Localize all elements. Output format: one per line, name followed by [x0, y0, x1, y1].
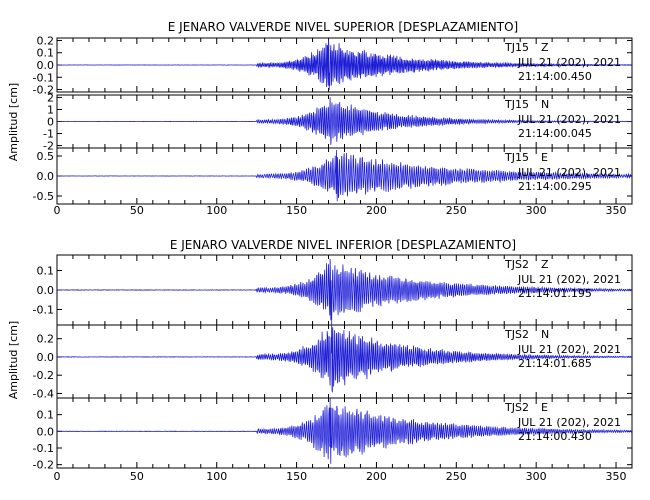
trace-date: JUL 21 (202), 2021 [517, 56, 621, 69]
y-tick-label: 0.5 [37, 150, 55, 163]
x-tick-label: 300 [526, 204, 547, 217]
seismic-trace-line [57, 149, 633, 202]
trace-time: 21:14:01.685 [518, 357, 592, 370]
x-tick-label: 0 [54, 204, 61, 217]
y-tick-label: 0 [47, 116, 54, 129]
seismic-trace-line [57, 97, 633, 145]
x-tick-label: 350 [606, 470, 627, 483]
station-code: TJS2 [504, 258, 529, 271]
component-code: E [541, 151, 548, 164]
component-code: N [541, 98, 549, 111]
x-tick-label: 50 [130, 204, 144, 217]
y-tick-label: 2 [47, 91, 54, 104]
y-tick-label: 0.1 [37, 409, 55, 422]
station-code: TJ15 [504, 151, 529, 164]
y-tick-label: -0.4 [33, 387, 54, 400]
seismic-trace-line [56, 258, 633, 321]
y-tick-label: 1 [47, 103, 54, 116]
x-tick-label: 250 [446, 204, 467, 217]
y-axis-label: Amplitud [cm] [7, 83, 20, 161]
x-tick-label: 100 [206, 470, 227, 483]
trace-panel: 210-1-2 TJ15 N JUL 21 (202), 202121:14:00.0… [43, 91, 633, 153]
trace-station-label: TJS2 N [504, 328, 549, 341]
y-tick-label: 0.0 [37, 351, 55, 364]
x-tick-label: 200 [366, 470, 387, 483]
y-tick-label: 0.2 [37, 333, 55, 346]
trace-panel: 0.2 0.0 -0.2 -0.4 TJS2 N JUL 21 (202), 202121:… [33, 320, 633, 400]
y-tick-label: -0.5 [33, 190, 54, 203]
trace-station-label: TJS2 Z [504, 258, 549, 271]
station-code: TJ15 [504, 41, 529, 54]
y-tick-label: 0.1 [37, 47, 55, 60]
lower-level-panel-group: E JENARO VALVERDE NIVEL INFERIOR [DESPLA… [7, 238, 633, 483]
y-tick-label: -1 [43, 128, 54, 141]
trace-station-label: TJ15 Z [504, 41, 549, 54]
x-tick-label: 350 [606, 204, 627, 217]
trace-station-label: TJ15 E [504, 151, 548, 164]
trace-date: JUL 21 (202), 2021 [517, 343, 621, 356]
y-tick-label: -0.1 [33, 71, 54, 84]
trace-time: 21:14:00.295 [518, 180, 592, 193]
trace-date: JUL 21 (202), 2021 [517, 166, 621, 179]
trace-panel: 0.5 0.0 -0.5 TJ15 E JUL 21 (202), 202121:14:0… [33, 147, 633, 205]
trace-panel: 0.20.10.0-0.1-0.2 TJ15 Z JUL 21 (202), 2021… [33, 34, 633, 97]
x-tick-label: 150 [286, 470, 307, 483]
trace-panel: 0.1 0.0 -0.1 TJS2 Z JUL 21 (202), 202121:14:0… [33, 254, 633, 326]
x-tick-label: 300 [526, 470, 547, 483]
trace-time: 21:14:01.195 [518, 287, 592, 300]
x-tick-label: 50 [130, 470, 144, 483]
y-tick-label: 0.0 [37, 170, 55, 183]
y-tick-label: -0.1 [33, 303, 54, 316]
trace-date: JUL 21 (202), 2021 [517, 416, 621, 429]
trace-date: JUL 21 (202), 2021 [517, 273, 621, 286]
trace-time: 21:14:00.430 [518, 430, 592, 443]
component-code: N [541, 328, 549, 341]
seismic-trace-line [56, 397, 633, 464]
x-tick-label: 100 [206, 204, 227, 217]
trace-station-label: TJS2 E [504, 401, 548, 414]
x-tick-label: 0 [54, 470, 61, 483]
upper-level-panel-group: E JENARO VALVERDE NIVEL SUPERIOR [DESPLA… [7, 20, 633, 217]
trace-date: JUL 21 (202), 2021 [517, 113, 621, 126]
component-code: Z [541, 41, 549, 54]
component-code: Z [541, 258, 549, 271]
y-tick-label: -2 [43, 140, 54, 153]
seismic-trace-line [56, 39, 633, 91]
station-code: TJS2 [504, 328, 529, 341]
y-tick-label: 0.1 [37, 265, 55, 278]
y-tick-label: -0.2 [33, 369, 54, 382]
y-axis-label: Amplitud [cm] [7, 321, 20, 399]
y-tick-label: -0.1 [33, 442, 54, 455]
y-tick-label: -0.2 [33, 459, 54, 472]
y-tick-label: 0.0 [37, 59, 55, 72]
y-tick-label: 0.0 [37, 425, 55, 438]
x-tick-label: 150 [286, 204, 307, 217]
trace-time: 21:14:00.045 [518, 127, 592, 140]
trace-station-label: TJ15 N [504, 98, 549, 111]
x-tick-label: 250 [446, 470, 467, 483]
component-code: E [541, 401, 548, 414]
upper-panel-title: E JENARO VALVERDE NIVEL SUPERIOR [DESPLA… [168, 20, 518, 34]
station-code: TJ15 [504, 98, 529, 111]
trace-panel: 0.1 0.0 -0.1 -0.2 TJS2 E JUL 21 (202), 202121:… [33, 397, 633, 472]
y-tick-label: -0.2 [33, 84, 54, 97]
x-tick-label: 200 [366, 204, 387, 217]
seismic-trace-line [57, 320, 633, 393]
lower-panel-title: E JENARO VALVERDE NIVEL INFERIOR [DESPLA… [170, 238, 516, 252]
trace-time: 21:14:00.450 [518, 70, 592, 83]
station-code: TJS2 [504, 401, 529, 414]
y-tick-label: 0.2 [37, 34, 55, 47]
y-tick-label: 0.0 [37, 284, 55, 297]
